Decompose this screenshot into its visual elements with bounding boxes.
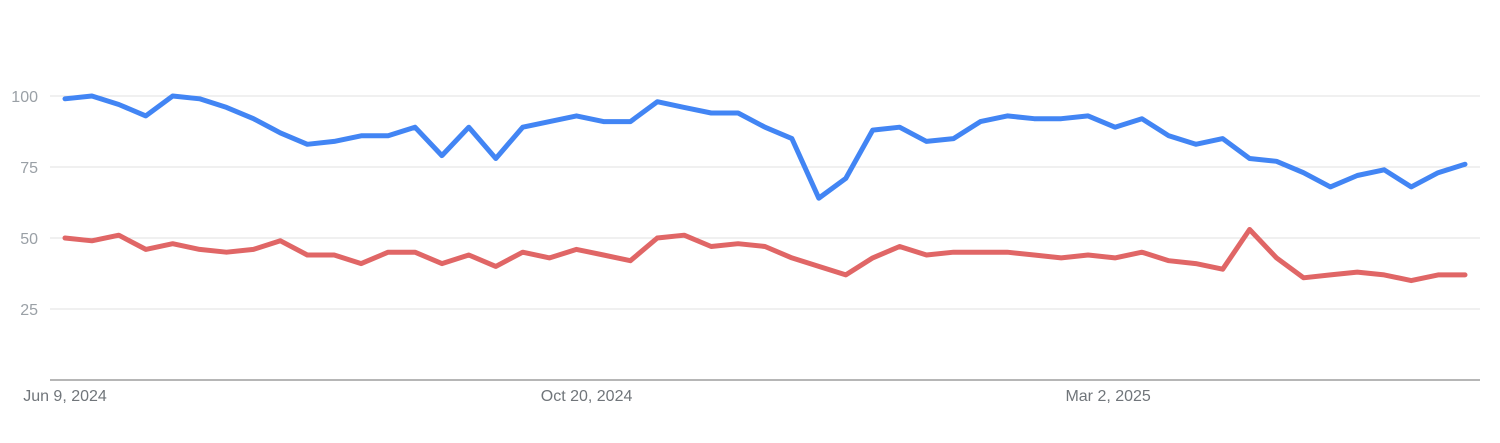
- y-tick-label: 50: [20, 231, 38, 248]
- x-tick-label: Oct 20, 2024: [541, 388, 633, 405]
- y-axis-ticks: 25 50 75 100: [11, 89, 38, 319]
- series-line-1: [62, 93, 1468, 201]
- y-tick-label: 100: [11, 89, 38, 106]
- x-tick-label: Jun 9, 2024: [23, 388, 107, 405]
- series: [62, 93, 1468, 284]
- y-tick-label: 25: [20, 302, 38, 319]
- x-tick-label: Mar 2, 2025: [1065, 388, 1150, 405]
- y-tick-label: 75: [20, 160, 38, 177]
- x-axis-ticks: Jun 9, 2024 Oct 20, 2024 Mar 2, 2025: [23, 388, 1151, 405]
- series-line-2: [62, 227, 1468, 284]
